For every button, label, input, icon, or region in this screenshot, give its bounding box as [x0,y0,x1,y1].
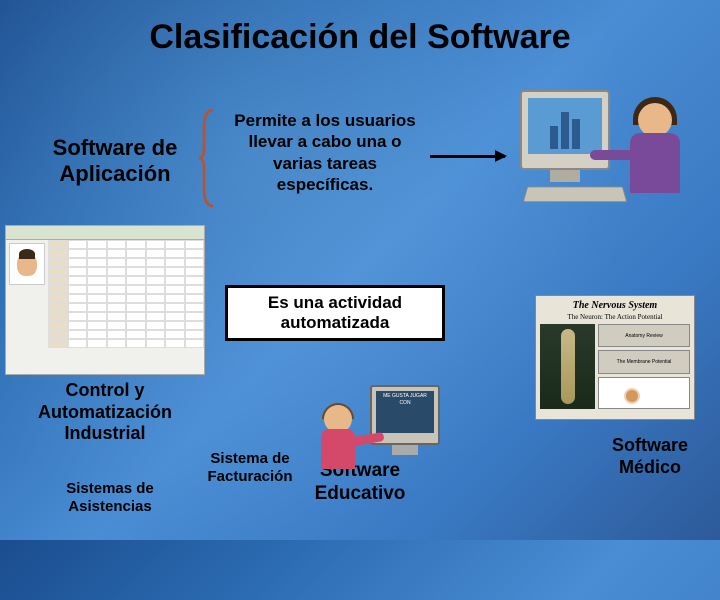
med-title: The Nervous System [540,300,690,311]
child-at-computer-illustration: ME GUSTA JUGAR CON [310,385,440,480]
brace-icon [198,108,218,208]
label-software-aplicacion: Software de Aplicación [35,135,195,188]
med-button-2: The Membrane Potential [598,350,690,373]
spreadsheet-screenshot [5,225,205,375]
spine-illustration-icon [540,324,595,409]
person-icon [620,95,690,215]
label-sistema-facturacion: Sistema de Facturación [195,450,305,486]
slide-title: Clasificación del Software [0,18,720,57]
medical-software-screenshot: The Nervous System The Neuron: The Actio… [535,295,695,420]
med-button-1: Anatomy Review [598,324,690,347]
kid-screen-text: ME GUSTA JUGAR CON [376,391,434,433]
arrow-icon [430,155,505,158]
bar-chart-icon [528,98,602,154]
child-icon [310,405,365,475]
description-text: Permite a los usuarios llevar a cabo una… [225,110,425,195]
avatar-icon [9,243,45,285]
label-sistemas-asistencias: Sistemas de Asistencias [50,480,170,516]
callout-box: Es una actividad automatizada [225,285,445,341]
label-control-automatizacion: Control y Automatización Industrial [20,380,190,445]
monitor-stand [550,170,580,182]
user-at-computer-illustration [520,85,690,225]
label-software-medico: Software Médico [600,435,700,478]
keyboard-icon [523,187,628,203]
med-subtitle: The Neuron: The Action Potential [540,313,690,321]
data-grid [48,240,204,374]
neuron-illustration-icon [598,377,690,409]
